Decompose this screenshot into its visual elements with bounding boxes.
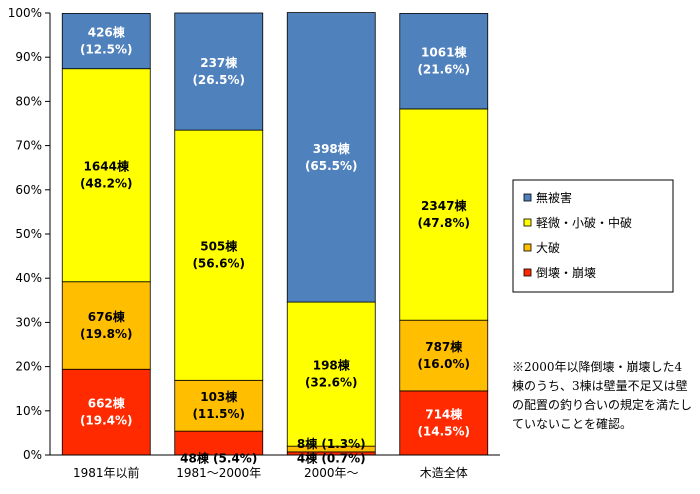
y-tick-label: 40% [15, 271, 42, 285]
y-tick-label: 20% [15, 360, 42, 374]
data-label: 662棟 [88, 396, 126, 411]
y-tick-label: 80% [15, 94, 42, 108]
x-category-label: 1981年以前 [73, 465, 140, 480]
y-tick-label: 30% [15, 315, 42, 329]
legend-swatch [523, 268, 532, 277]
legend-entry: 軽微・小破・中破 [536, 215, 632, 230]
y-tick-label: 10% [15, 404, 42, 418]
bar-segment [399, 390, 489, 456]
data-label: 714棟 [425, 406, 463, 421]
data-label: 787棟 [425, 339, 463, 354]
legend-box [512, 179, 674, 293]
data-label: 1061棟 [421, 45, 467, 60]
data-label: 398棟 [313, 141, 351, 156]
data-label: (19.4%) [80, 414, 133, 428]
data-label: 198棟 [313, 358, 351, 373]
data-label: (11.5%) [192, 407, 245, 421]
x-category-label: 1981～2000年 [176, 466, 261, 480]
data-label: (48.2%) [80, 177, 133, 191]
data-label: (21.6%) [417, 63, 470, 77]
data-label: (26.5%) [192, 73, 245, 87]
y-tick-label: 100% [8, 6, 42, 20]
footnote-annotation: ※2000年以降倒壊・崩壊した4棟のうち、3棟は壁量不足又は壁の配置の釣り合いの… [512, 360, 693, 431]
data-label: 505棟 [200, 239, 238, 254]
x-category-label: 木造全体 [420, 465, 468, 480]
y-tick-label: 70% [15, 139, 42, 153]
legend-entry: 大破 [536, 240, 560, 255]
data-label: (65.5%) [305, 159, 358, 173]
data-label: (19.8%) [80, 327, 133, 341]
data-label: 676棟 [88, 309, 126, 324]
data-label: 8棟 (1.3%) [297, 436, 366, 451]
y-tick-label: 50% [15, 227, 42, 241]
data-label: 2347棟 [421, 198, 467, 213]
bar-segment [61, 281, 151, 370]
data-label: 1644棟 [84, 159, 130, 174]
y-tick-label: 90% [15, 50, 42, 64]
data-label: (47.8%) [417, 216, 470, 230]
bar-segment [399, 13, 489, 110]
data-label: (12.5%) [80, 43, 133, 57]
legend-entry: 無被害 [536, 190, 572, 205]
x-category-label: 2000年～ [304, 466, 359, 480]
legend-swatch [523, 193, 532, 202]
data-label: (14.5%) [417, 424, 470, 438]
bar-segment [286, 301, 376, 447]
legend-swatch [523, 243, 532, 252]
bar-segment [174, 12, 264, 131]
y-tick-label: 60% [15, 183, 42, 197]
bar-segment [61, 13, 151, 70]
data-label: 237棟 [200, 55, 238, 70]
bar-segment [174, 129, 264, 381]
legend-swatch [523, 218, 532, 227]
data-label: 4棟 (0.7%) [297, 451, 366, 466]
legend-entry: 倒壊・崩壊 [536, 266, 596, 280]
bar-segment [286, 12, 376, 303]
data-label: 103棟 [200, 389, 238, 404]
bar-segment [174, 379, 264, 432]
data-label: 426棟 [88, 25, 126, 40]
data-label: (32.6%) [305, 376, 358, 390]
y-tick-label: 0% [23, 448, 42, 462]
data-label: (16.0%) [417, 357, 470, 371]
data-label: (56.6%) [192, 257, 245, 271]
data-label: 48棟 (5.4%) [180, 451, 257, 466]
bar-segment [61, 68, 151, 283]
bar-segment [399, 319, 489, 392]
bar-segment [61, 368, 151, 456]
bar-segment [399, 108, 489, 321]
